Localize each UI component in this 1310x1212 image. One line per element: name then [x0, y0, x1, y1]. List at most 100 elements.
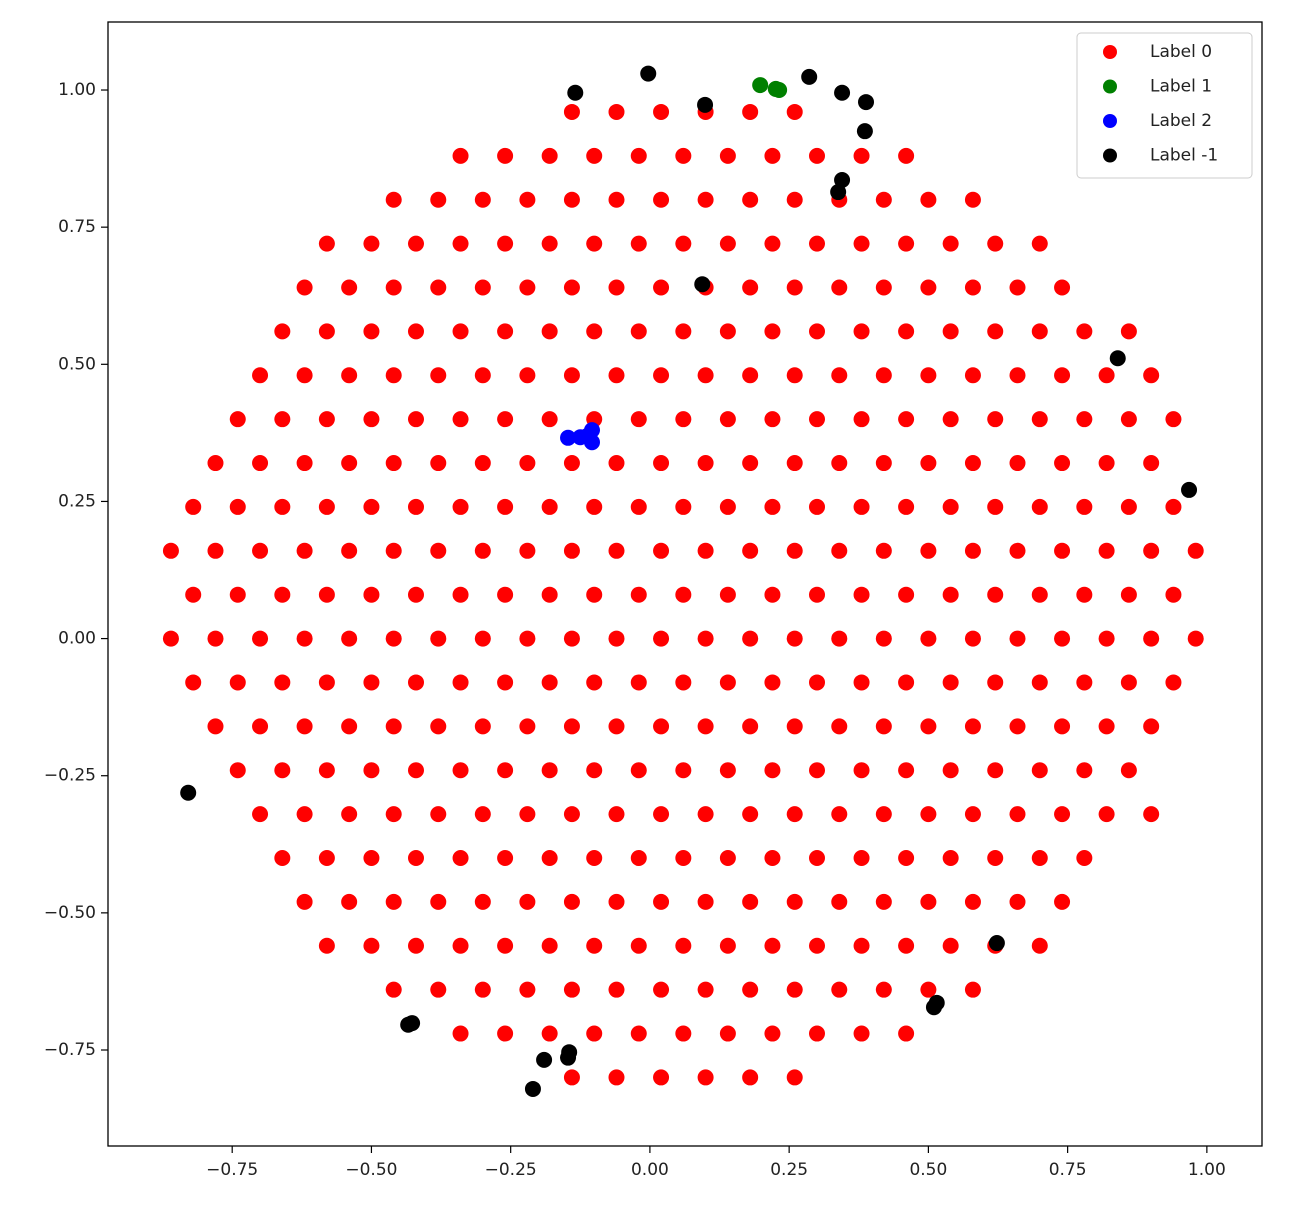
point — [608, 455, 625, 472]
point — [1098, 542, 1115, 559]
point — [541, 147, 558, 164]
legend-label: Label 0 — [1150, 42, 1212, 62]
point — [608, 191, 625, 208]
point — [207, 630, 224, 647]
x-tick-label: 0.25 — [770, 1160, 808, 1180]
point — [853, 937, 870, 954]
point — [519, 191, 536, 208]
point — [497, 937, 514, 954]
point — [608, 542, 625, 559]
point — [920, 542, 937, 559]
point — [318, 850, 335, 867]
point — [586, 235, 603, 252]
point — [786, 542, 803, 559]
point — [988, 935, 1005, 952]
point — [586, 323, 603, 340]
point — [452, 1025, 469, 1042]
point — [875, 893, 892, 910]
point — [764, 411, 781, 428]
point — [742, 455, 759, 472]
point — [808, 762, 825, 779]
point — [964, 630, 981, 647]
point — [474, 367, 491, 384]
point — [987, 586, 1004, 603]
point — [764, 235, 781, 252]
point — [1009, 718, 1026, 735]
point — [474, 455, 491, 472]
point — [786, 455, 803, 472]
point — [1031, 850, 1048, 867]
point — [363, 937, 380, 954]
point — [474, 981, 491, 998]
point — [1054, 893, 1071, 910]
point — [808, 323, 825, 340]
legend-label: Label 2 — [1150, 111, 1212, 131]
point — [563, 893, 580, 910]
point — [808, 850, 825, 867]
point — [497, 762, 514, 779]
point — [296, 367, 313, 384]
point — [1143, 718, 1160, 735]
point — [563, 191, 580, 208]
point — [987, 762, 1004, 779]
point — [987, 411, 1004, 428]
point — [1031, 937, 1048, 954]
point — [563, 103, 580, 120]
point — [474, 630, 491, 647]
point — [252, 806, 269, 823]
point — [786, 103, 803, 120]
point — [786, 718, 803, 735]
point — [675, 498, 692, 515]
point — [1165, 411, 1182, 428]
point — [430, 191, 447, 208]
point — [964, 455, 981, 472]
point — [430, 542, 447, 559]
point — [519, 279, 536, 296]
point — [341, 279, 358, 296]
point — [808, 147, 825, 164]
point — [608, 718, 625, 735]
point — [1143, 455, 1160, 472]
point — [875, 191, 892, 208]
point — [742, 542, 759, 559]
point — [407, 762, 424, 779]
point — [497, 411, 514, 428]
point — [252, 367, 269, 384]
point — [363, 850, 380, 867]
point — [452, 235, 469, 252]
point — [519, 893, 536, 910]
point — [675, 850, 692, 867]
point — [407, 323, 424, 340]
point — [719, 147, 736, 164]
point — [719, 1025, 736, 1042]
y-tick-label: 0.75 — [58, 217, 96, 237]
point — [1120, 323, 1137, 340]
point — [858, 94, 875, 111]
point — [341, 367, 358, 384]
point — [608, 279, 625, 296]
point — [697, 542, 714, 559]
point — [1187, 542, 1204, 559]
point — [786, 893, 803, 910]
point — [653, 367, 670, 384]
point — [630, 586, 647, 603]
point — [1098, 455, 1115, 472]
point — [586, 147, 603, 164]
point — [296, 455, 313, 472]
point — [252, 542, 269, 559]
point — [964, 718, 981, 735]
point — [541, 762, 558, 779]
point — [1054, 455, 1071, 472]
point — [742, 981, 759, 998]
point — [563, 630, 580, 647]
point — [830, 184, 847, 201]
point — [1165, 674, 1182, 691]
x-tick-label: −0.50 — [345, 1160, 397, 1180]
point — [697, 718, 714, 735]
point — [474, 279, 491, 296]
x-tick-label: −0.75 — [206, 1160, 258, 1180]
point — [834, 84, 851, 101]
point — [185, 586, 202, 603]
point — [925, 999, 942, 1016]
point — [1009, 455, 1026, 472]
